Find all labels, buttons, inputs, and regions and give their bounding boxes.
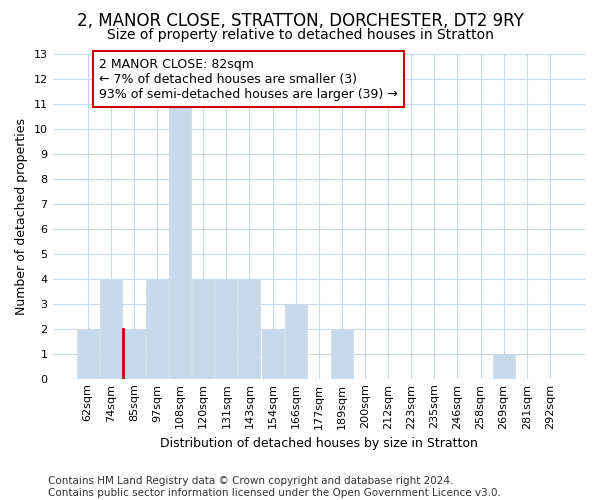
- Bar: [493, 354, 515, 378]
- Text: Contains HM Land Registry data © Crown copyright and database right 2024.
Contai: Contains HM Land Registry data © Crown c…: [48, 476, 501, 498]
- Bar: [192, 279, 214, 378]
- Text: Size of property relative to detached houses in Stratton: Size of property relative to detached ho…: [107, 28, 493, 42]
- Bar: [77, 328, 98, 378]
- Text: 2 MANOR CLOSE: 82sqm
← 7% of detached houses are smaller (3)
93% of semi-detache: 2 MANOR CLOSE: 82sqm ← 7% of detached ho…: [99, 58, 398, 100]
- Y-axis label: Number of detached properties: Number of detached properties: [15, 118, 28, 315]
- Bar: [123, 328, 145, 378]
- Bar: [215, 279, 238, 378]
- X-axis label: Distribution of detached houses by size in Stratton: Distribution of detached houses by size …: [160, 437, 478, 450]
- Bar: [238, 279, 260, 378]
- Text: 2, MANOR CLOSE, STRATTON, DORCHESTER, DT2 9RY: 2, MANOR CLOSE, STRATTON, DORCHESTER, DT…: [77, 12, 523, 30]
- Bar: [262, 328, 284, 378]
- Bar: [100, 279, 122, 378]
- Bar: [146, 279, 168, 378]
- Bar: [331, 328, 353, 378]
- Bar: [284, 304, 307, 378]
- Bar: [169, 104, 191, 378]
